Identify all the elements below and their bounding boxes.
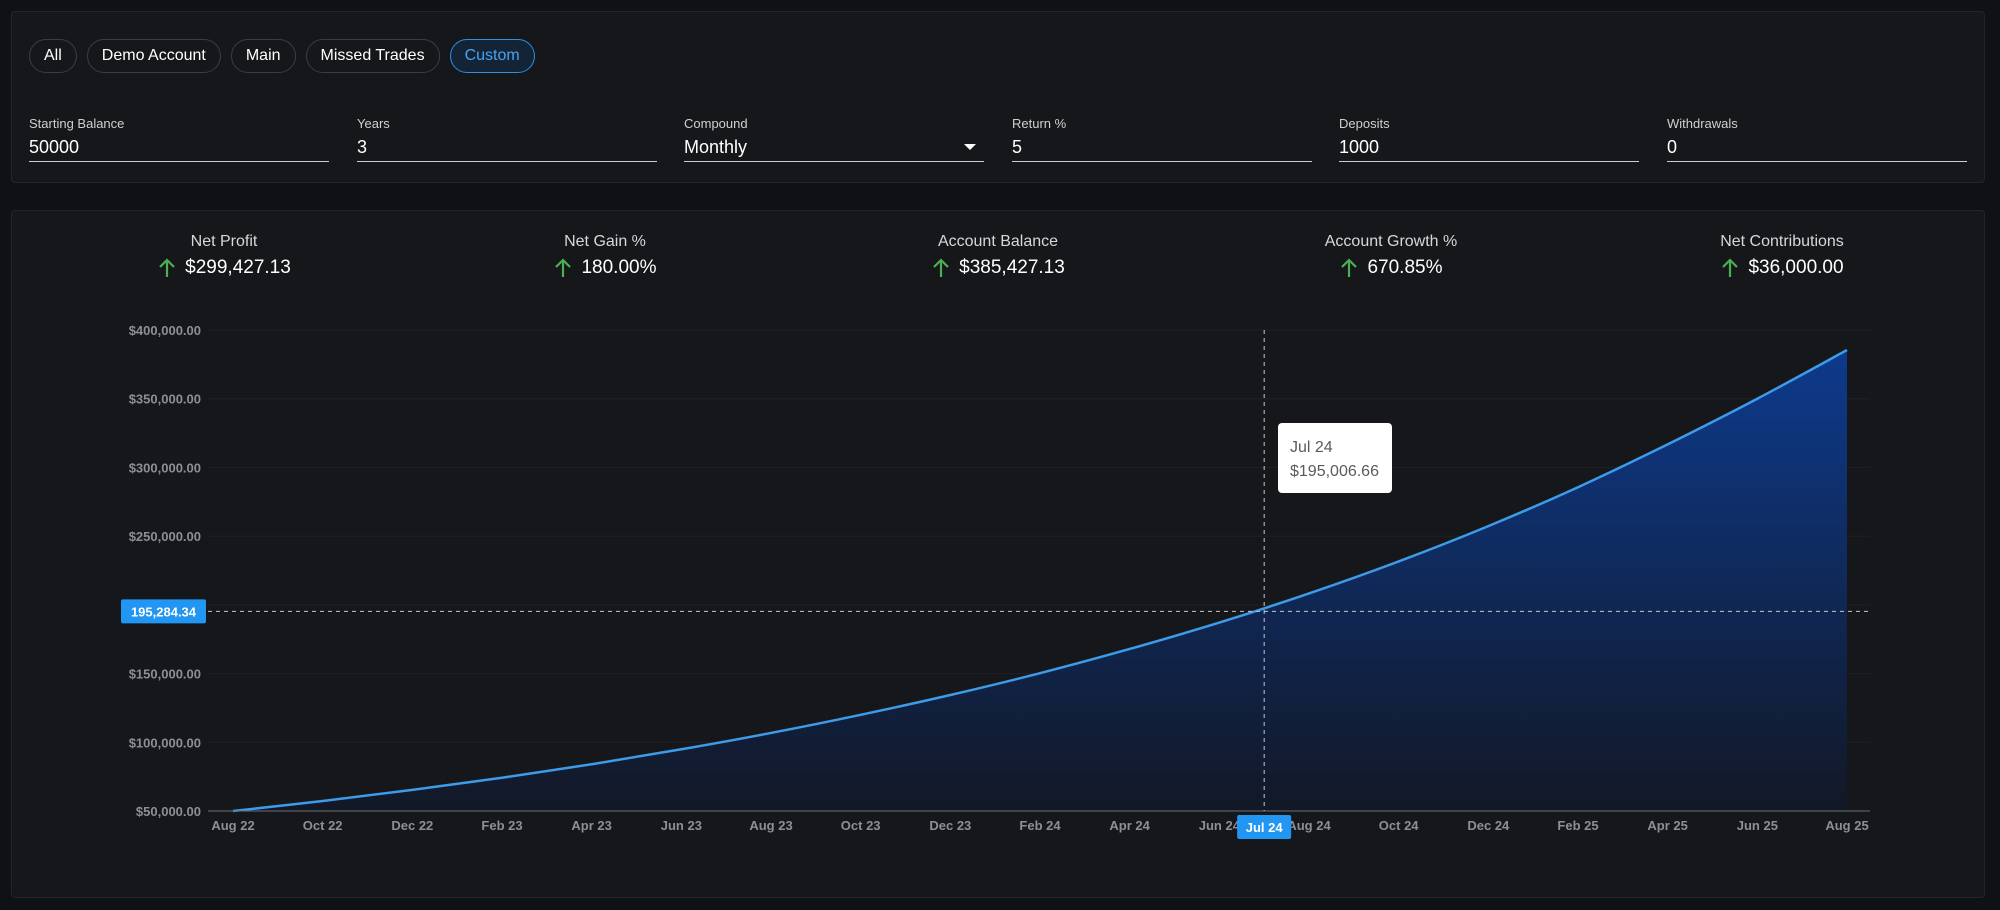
x-tick-label: Apr 23 [571, 818, 611, 833]
arrow-up-icon [555, 258, 572, 277]
stat-net-contributions: Net Contributions $36,000.00 [1652, 233, 1912, 279]
account-growth-value: 670.85% [1367, 257, 1443, 278]
compound-field: Compound Monthly [684, 116, 984, 162]
dropdown-caret-icon [964, 144, 976, 150]
x-tick-label: Oct 24 [1379, 818, 1420, 833]
y-axis-ticks: $50,000.00$100,000.00$150,000.00$200,000… [129, 323, 201, 819]
years-label: Years [357, 116, 390, 131]
x-tick-label: Feb 25 [1557, 818, 1598, 833]
x-tick-label: Apr 24 [1109, 818, 1150, 833]
x-tick-label: Dec 22 [391, 818, 433, 833]
y-tick-label: $400,000.00 [129, 323, 201, 338]
tooltip-value: $195,006.66 [1290, 463, 1379, 480]
compound-label: Compound [684, 116, 748, 131]
x-tick-label: Jun 24 [1199, 818, 1241, 833]
stat-account-balance: Account Balance $385,427.13 [868, 233, 1128, 279]
x-tick-label: Aug 25 [1825, 818, 1868, 833]
crosshair-y-badge [121, 599, 206, 624]
x-tick-label: Dec 24 [1467, 818, 1510, 833]
arrow-up-icon [159, 258, 175, 277]
y-tick-label: $50,000.00 [136, 804, 201, 819]
account-filter-chips: All Demo Account Main Missed Trades Cust… [29, 39, 535, 73]
x-tick-label: Feb 24 [1019, 818, 1061, 833]
x-tick-label: Aug 22 [211, 818, 254, 833]
balance-line [232, 348, 1848, 813]
crosshair-x-badge [1237, 815, 1292, 839]
arrow-up-icon [1722, 258, 1739, 277]
y-tick-label: $250,000.00 [129, 529, 201, 544]
x-tick-label: Apr 25 [1647, 818, 1687, 833]
starting-balance-input[interactable]: 50000 [29, 136, 329, 162]
y-tick-label: $100,000.00 [129, 735, 201, 750]
chip-missed-trades[interactable]: Missed Trades [305, 39, 440, 73]
x-axis-ticks: Aug 22 Oct 22 Dec 22 Feb 23 Apr 23 Jun 23 Aug … [211, 818, 1868, 833]
chart-tooltip: Jul 24 $195,006.66 [1278, 423, 1392, 493]
balance-area [233, 350, 1847, 811]
deposits-field: Deposits 1000 [1339, 116, 1639, 162]
return-input[interactable]: 5 [1012, 136, 1312, 162]
crosshair: 195,284.34 Jul 24 [121, 330, 1870, 839]
x-tick-label: Feb 23 [481, 818, 522, 833]
tooltip-date: Jul 24 [1290, 439, 1333, 456]
stat-net-gain: Net Gain % 180.00% [475, 233, 735, 279]
arrow-up-icon [1341, 258, 1358, 277]
x-tick-label: Jun 25 [1737, 818, 1778, 833]
calculator-settings-panel: All Demo Account Main Missed Trades Cust… [11, 11, 1985, 183]
crosshair-x-label: Jul 24 [1246, 820, 1284, 835]
net-contributions-label: Net Contributions [1720, 233, 1844, 250]
deposits-input[interactable]: 1000 [1339, 136, 1639, 162]
return-field: Return % 5 [1012, 116, 1312, 162]
net-profit-label: Net Profit [190, 233, 258, 250]
x-tick-label: Aug 24 [1287, 818, 1331, 833]
net-gain-label: Net Gain % [564, 233, 646, 250]
withdrawals-input[interactable]: 0 [1667, 136, 1967, 162]
stat-net-profit: Net Profit $299,427.13 [94, 233, 354, 279]
compound-select[interactable]: Monthly [684, 136, 984, 162]
x-tick-label: Aug 23 [749, 818, 792, 833]
y-tick-label: $350,000.00 [129, 392, 201, 407]
x-tick-label: Oct 23 [841, 818, 881, 833]
x-tick-label: Jun 23 [661, 818, 702, 833]
starting-balance-label: Starting Balance [29, 116, 125, 131]
stat-account-growth: Account Growth % 670.85% [1261, 233, 1521, 279]
x-tick-label: Oct 22 [303, 818, 343, 833]
deposits-label: Deposits [1339, 116, 1390, 131]
withdrawals-label: Withdrawals [1667, 116, 1738, 131]
crosshair-y-label: 195,284.34 [131, 604, 197, 619]
x-tick-label: Dec 23 [929, 818, 971, 833]
withdrawals-field: Withdrawals 0 [1667, 116, 1967, 162]
y-tick-label: $300,000.00 [129, 460, 201, 475]
starting-balance-field: Starting Balance 50000 [29, 116, 329, 162]
arrow-up-icon [933, 258, 949, 277]
chip-main[interactable]: Main [230, 39, 296, 73]
years-field: Years 3 [357, 116, 657, 162]
net-contributions-value: $36,000.00 [1748, 257, 1844, 278]
chip-demo-account[interactable]: Demo Account [86, 39, 221, 73]
net-profit-value: $299,427.13 [185, 257, 291, 278]
chip-custom[interactable]: Custom [449, 39, 535, 73]
chip-all[interactable]: All [29, 39, 77, 73]
years-input[interactable]: 3 [357, 136, 657, 162]
account-balance-value: $385,427.13 [959, 257, 1065, 278]
account-growth-label: Account Growth % [1324, 233, 1458, 250]
account-balance-label: Account Balance [937, 233, 1059, 250]
net-gain-value: 180.00% [581, 257, 657, 278]
compound-value: Monthly [684, 137, 748, 157]
y-tick-label: $150,000.00 [129, 667, 201, 682]
return-label: Return % [1012, 116, 1067, 131]
